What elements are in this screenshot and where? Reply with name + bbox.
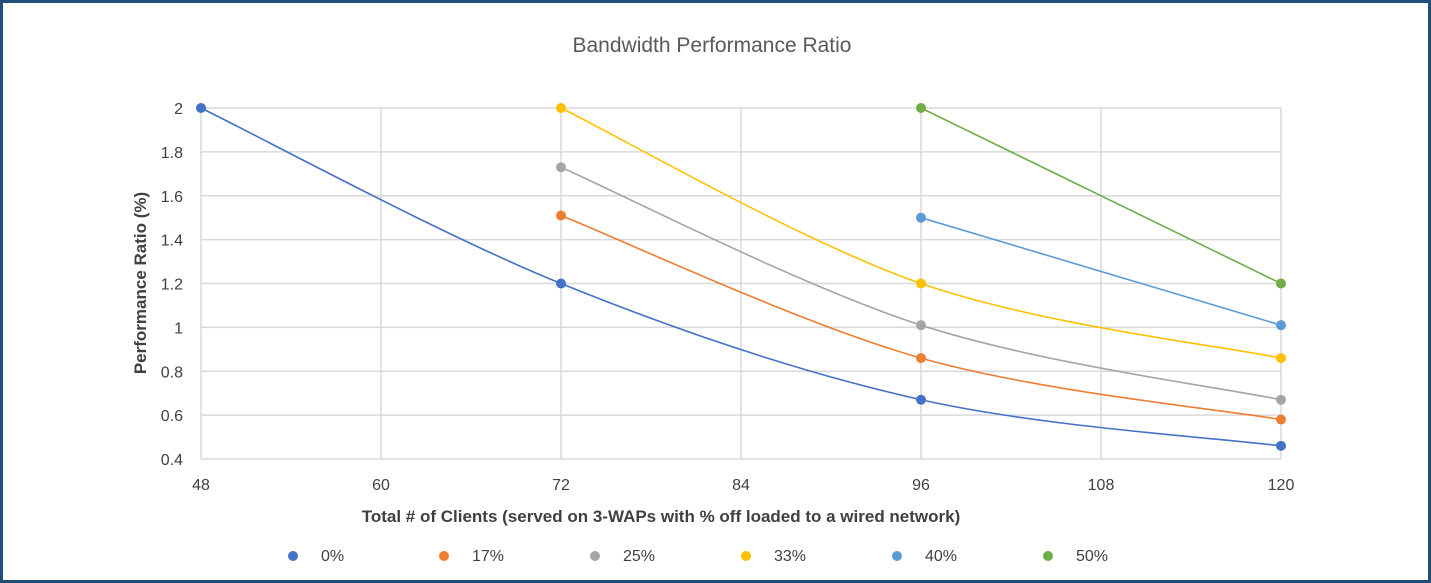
- data-point: [556, 103, 566, 113]
- y-tick-label: 0.6: [161, 408, 183, 425]
- data-point: [1276, 278, 1286, 289]
- legend-marker: [741, 551, 751, 561]
- y-axis-title: Performance Ratio (%): [131, 192, 150, 374]
- data-point: [916, 353, 926, 364]
- data-point: [1276, 353, 1286, 364]
- series-points: [196, 103, 1286, 451]
- y-tick-label: 1.8: [161, 145, 183, 162]
- data-point: [916, 320, 926, 331]
- data-point: [1276, 394, 1286, 405]
- legend-item: 17%: [439, 548, 504, 565]
- data-point: [916, 394, 926, 405]
- legend-label: 50%: [1076, 548, 1108, 565]
- legend-marker: [439, 551, 449, 561]
- x-tick-label: 48: [192, 477, 210, 494]
- data-point: [196, 103, 206, 113]
- x-tick-label: 108: [1088, 477, 1115, 494]
- y-tick-labels: 0.4 0.6 0.8 1 1.2 1.4 1.6 1.8 2: [161, 101, 183, 469]
- x-tick-label: 72: [552, 477, 570, 494]
- series-line-4: [920, 216, 1282, 326]
- y-tick-label: 0.8: [161, 364, 183, 381]
- y-tick-label: 1: [174, 320, 183, 337]
- data-point: [556, 162, 566, 173]
- x-tick-label: 96: [912, 477, 930, 494]
- legend-marker: [590, 551, 600, 561]
- data-point: [916, 103, 926, 113]
- series-line-5: [920, 107, 1282, 285]
- y-tick-label: 0.4: [161, 452, 183, 469]
- y-tick-label: 1.6: [161, 189, 183, 206]
- legend-label: 17%: [472, 548, 504, 565]
- legend-item: 33%: [741, 548, 806, 565]
- legend-item: 0%: [288, 548, 344, 565]
- legend-marker: [1043, 551, 1053, 561]
- legend-label: 25%: [623, 548, 655, 565]
- y-tick-label: 1.4: [161, 233, 183, 250]
- x-tick-labels: 48 60 72 84 96 108 120: [192, 477, 1294, 494]
- series-line-0: [200, 107, 1282, 447]
- data-point: [556, 210, 566, 221]
- data-point: [1276, 414, 1286, 425]
- x-axis-title: Total # of Clients (served on 3-WAPs wit…: [362, 507, 961, 526]
- legend-label: 33%: [774, 548, 806, 565]
- data-point: [1276, 440, 1286, 451]
- legend-marker: [288, 551, 298, 561]
- legend-label: 40%: [925, 548, 957, 565]
- legend-label: 0%: [321, 548, 344, 565]
- data-point: [1276, 320, 1286, 331]
- data-point: [556, 278, 566, 289]
- gridlines: [200, 107, 1282, 460]
- data-point: [916, 212, 926, 223]
- legend: 0% 17% 25% 33% 40% 50%: [288, 548, 1108, 565]
- legend-item: 25%: [590, 548, 655, 565]
- legend-item: 40%: [892, 548, 957, 565]
- x-tick-label: 120: [1268, 477, 1295, 494]
- legend-marker: [892, 551, 902, 561]
- legend-item: 50%: [1043, 548, 1108, 565]
- y-tick-label: 2: [174, 101, 183, 118]
- data-point: [916, 278, 926, 289]
- x-tick-label: 60: [372, 477, 390, 494]
- x-tick-label: 84: [732, 477, 750, 494]
- chart-title: Bandwidth Performance Ratio: [573, 34, 852, 57]
- y-tick-label: 1.2: [161, 277, 183, 294]
